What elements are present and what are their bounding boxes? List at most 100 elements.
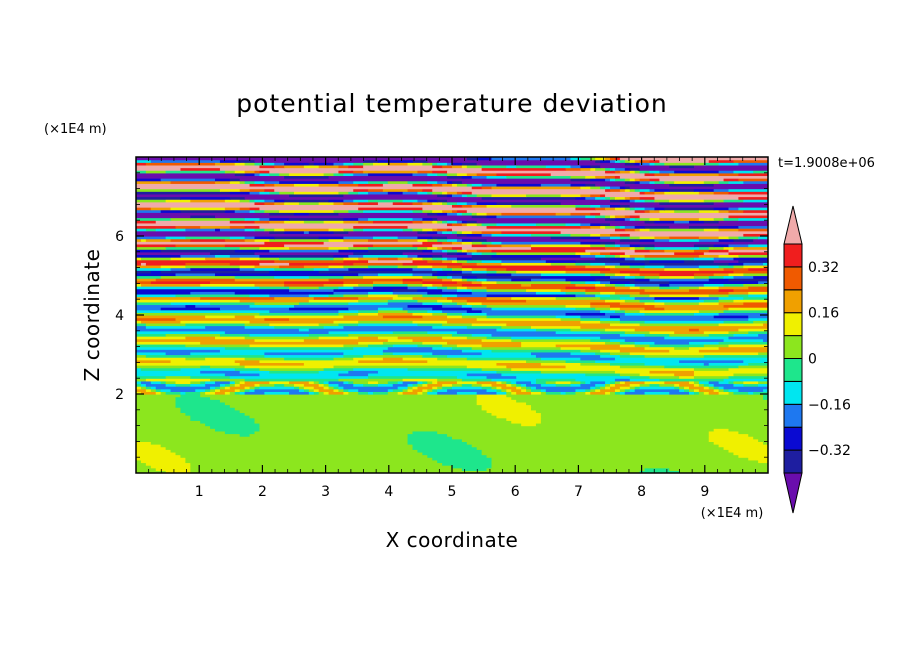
heatmap-cell xyxy=(481,383,493,387)
heatmap-cell xyxy=(580,317,601,321)
heatmap-cell xyxy=(595,254,606,258)
heatmap-cell xyxy=(614,170,621,174)
heatmap-cell xyxy=(200,370,241,374)
heatmap-cell xyxy=(234,209,251,213)
heatmap-cell xyxy=(733,238,754,242)
heatmap-cell xyxy=(590,167,596,171)
heatmap-cell xyxy=(333,254,349,258)
heatmap-cell xyxy=(629,159,636,163)
heatmap-cell xyxy=(619,199,631,203)
heatmap-cell xyxy=(486,388,498,392)
heatmap-cell xyxy=(219,159,241,163)
heatmap-cell xyxy=(170,388,196,392)
heatmap-cell xyxy=(728,243,749,248)
heatmap-cell xyxy=(600,336,665,340)
heatmap-cell xyxy=(447,249,458,253)
heatmap-cell xyxy=(486,293,577,298)
heatmap-cell xyxy=(610,307,621,311)
heatmap-cell xyxy=(254,228,265,232)
heatmap-cell xyxy=(136,159,152,163)
heatmap-cell xyxy=(259,172,270,177)
heatmap-cell xyxy=(382,349,463,353)
heatmap-cell xyxy=(244,388,251,392)
heatmap-cell xyxy=(605,170,616,174)
heatmap-cell xyxy=(471,251,483,256)
heatmap-cell xyxy=(190,417,256,421)
heatmap-cell xyxy=(733,275,754,279)
x-tick-label: 1 xyxy=(195,484,204,500)
heatmap-cell xyxy=(753,238,768,242)
heatmap-cell xyxy=(136,441,152,445)
heatmap-cell xyxy=(674,251,705,256)
heatmap-cell xyxy=(486,243,502,248)
heatmap-cell xyxy=(590,212,601,216)
heatmap-cell xyxy=(303,383,320,387)
heatmap-cell xyxy=(447,175,463,179)
heatmap-cell xyxy=(545,164,572,169)
heatmap-cell xyxy=(644,354,705,358)
heatmap-cell xyxy=(466,183,473,187)
heatmap-cell xyxy=(674,330,705,335)
heatmap-cell xyxy=(348,370,379,374)
heatmap-cell xyxy=(580,349,601,353)
heatmap-cell xyxy=(590,262,606,266)
heatmap-cell xyxy=(718,386,725,390)
heatmap-cell xyxy=(570,233,591,237)
heatmap-cell xyxy=(619,388,626,392)
heatmap-cell xyxy=(456,191,463,195)
heatmap-cell xyxy=(738,207,768,211)
chart-title: potential temperature deviation xyxy=(236,89,667,118)
heatmap-cell xyxy=(249,415,498,419)
heatmap-cell xyxy=(659,178,725,182)
heatmap-cell xyxy=(318,383,325,387)
heatmap-cell xyxy=(254,236,275,240)
heatmap-cell xyxy=(284,228,330,232)
heatmap-cell xyxy=(200,420,256,424)
heatmap-cell xyxy=(496,386,502,390)
heatmap-cell xyxy=(239,267,256,271)
heatmap-cell xyxy=(259,170,270,174)
heatmap-cell xyxy=(689,386,705,390)
heatmap-cell xyxy=(491,157,572,161)
heatmap-cell xyxy=(452,204,463,208)
heatmap-cell xyxy=(368,217,414,221)
heatmap-cell xyxy=(447,272,488,277)
heatmap-cell xyxy=(531,391,542,395)
heatmap-cell xyxy=(703,391,710,395)
heatmap-cell xyxy=(323,367,354,371)
heatmap-cell xyxy=(358,312,379,316)
heatmap-cell xyxy=(442,241,453,245)
heatmap-cell xyxy=(264,317,290,321)
heatmap-cell xyxy=(728,272,744,277)
heatmap-cell xyxy=(703,330,730,335)
heatmap-cell xyxy=(610,204,621,208)
heatmap-cell xyxy=(708,275,725,279)
heatmap-cell xyxy=(674,180,705,184)
heatmap-cell xyxy=(155,228,186,232)
heatmap-cell xyxy=(723,246,735,250)
heatmap-cell xyxy=(619,386,631,390)
heatmap-cell xyxy=(432,264,448,269)
heatmap-cell xyxy=(210,301,256,306)
heatmap-cell xyxy=(165,391,182,395)
heatmap-cell xyxy=(373,162,389,166)
heatmap-cell xyxy=(728,428,768,432)
heatmap-cell xyxy=(343,228,354,232)
heatmap-cell xyxy=(743,264,764,269)
heatmap-cell xyxy=(703,343,730,348)
heatmap-cell xyxy=(259,254,280,258)
heatmap-cell xyxy=(274,201,285,205)
heatmap-cell xyxy=(486,175,507,179)
heatmap-cell xyxy=(605,243,616,248)
heatmap-cell xyxy=(432,201,443,205)
heatmap-cell xyxy=(689,380,695,385)
heatmap-cell xyxy=(600,159,611,163)
heatmap-cell xyxy=(693,275,710,279)
heatmap-cell xyxy=(659,201,715,205)
heatmap-cell xyxy=(452,278,463,282)
heatmap-cell xyxy=(323,386,330,390)
heatmap-cell xyxy=(313,386,325,390)
heatmap-cell xyxy=(713,259,739,263)
heatmap-cell xyxy=(560,193,581,198)
heatmap-cell xyxy=(595,214,606,219)
